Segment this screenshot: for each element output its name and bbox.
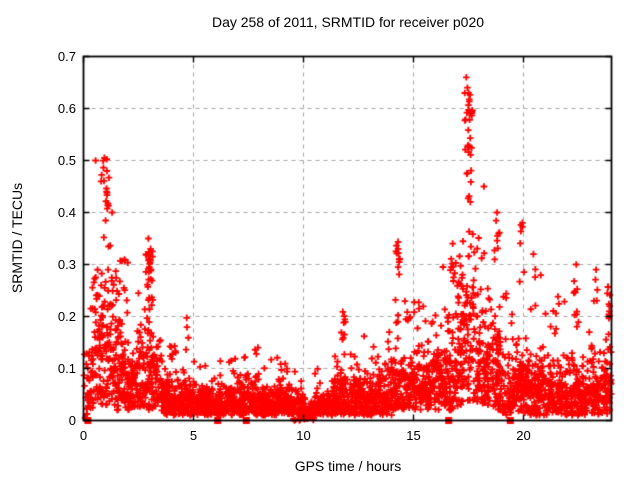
- x-tick-label: 15: [406, 428, 421, 443]
- y-tick-label: 0.1: [57, 360, 76, 376]
- y-axis-label: SRMTID / TECUs: [9, 182, 25, 294]
- y-tick-label: 0: [68, 412, 76, 428]
- y-tick-label: 0.7: [57, 48, 76, 64]
- y-tick-label: 0.5: [57, 152, 76, 168]
- chart-title: Day 258 of 2011, SRMTID for receiver p02…: [211, 14, 485, 30]
- y-tick-label: 0.4: [57, 204, 76, 220]
- y-tick-label: 0.6: [57, 100, 76, 116]
- x-tick-label: 5: [189, 428, 198, 443]
- y-tick-label: 0.3: [57, 256, 76, 272]
- x-tick-label: 20: [516, 428, 531, 443]
- x-axis-label: GPS time / hours: [294, 458, 402, 474]
- x-tick-label: 0: [79, 428, 88, 443]
- y-tick-label: 0.2: [57, 308, 76, 324]
- x-tick-label: 10: [296, 428, 311, 443]
